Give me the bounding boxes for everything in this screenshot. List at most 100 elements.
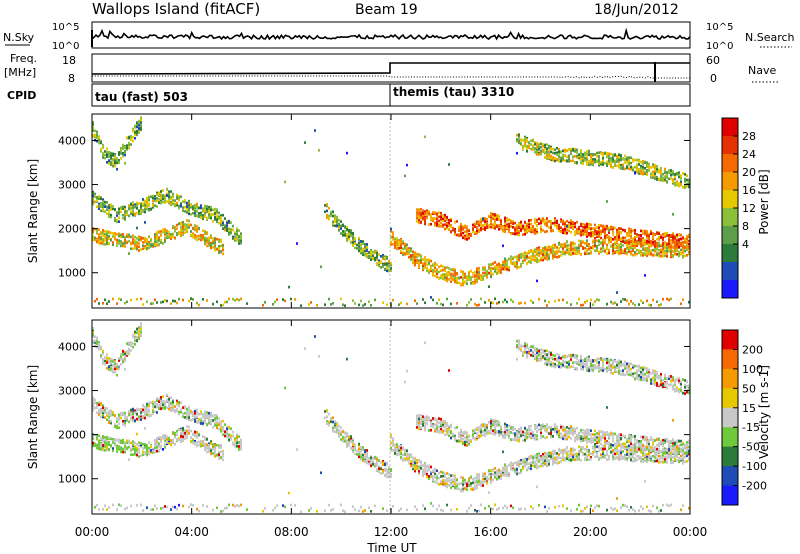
- power-cell: [396, 237, 398, 240]
- power-cell: [590, 162, 592, 166]
- velocity-cell: [96, 338, 98, 341]
- velocity-cell: [136, 339, 138, 343]
- power-cell: [572, 249, 574, 253]
- power-cell: [400, 301, 402, 305]
- power-cell: [376, 258, 378, 261]
- power-cell: [570, 246, 572, 250]
- power-cell: [144, 208, 146, 211]
- power-cell: [634, 165, 636, 169]
- power-cell: [450, 225, 452, 229]
- power-cell: [590, 250, 592, 253]
- power-cell: [560, 230, 562, 233]
- power-cell: [122, 154, 124, 158]
- power-cell: [382, 301, 384, 304]
- power-cell: [512, 300, 514, 303]
- power-cell: [102, 234, 104, 237]
- power-cell: [416, 255, 418, 259]
- range-tick-label: 1000: [58, 267, 86, 280]
- power-cell: [418, 215, 420, 219]
- power-cell: [334, 224, 336, 228]
- power-cell: [132, 213, 134, 217]
- power-cell: [456, 276, 458, 280]
- power-cell: [126, 144, 128, 147]
- power-cell: [546, 147, 548, 150]
- power-cell: [104, 150, 106, 153]
- power-cell: [186, 219, 188, 222]
- power-cell: [584, 152, 586, 155]
- velocity-cell: [128, 420, 130, 424]
- power-cell: [364, 253, 366, 257]
- power-cell: [518, 257, 520, 260]
- power-cell: [596, 232, 598, 235]
- power-cell: [572, 147, 574, 151]
- power-cell: [426, 211, 428, 215]
- power-cell: [170, 202, 172, 205]
- power-cell: [468, 229, 470, 233]
- power-cell: [160, 301, 162, 304]
- power-cell: [92, 121, 94, 124]
- power-cell: [546, 152, 548, 156]
- power-cell: [182, 226, 184, 230]
- power-cell: [124, 210, 126, 214]
- power-cell: [508, 268, 510, 272]
- power-cell: [436, 217, 438, 220]
- power-cell: [352, 241, 354, 244]
- power-cell: [622, 240, 624, 243]
- power-cell: [120, 244, 122, 248]
- power-cell: [524, 220, 526, 224]
- velocity-cell: [138, 448, 140, 451]
- power-cell: [536, 230, 538, 233]
- power-cell: [194, 228, 196, 232]
- velocity-cell: [132, 443, 134, 447]
- power-cell: [600, 230, 602, 234]
- power-cell: [420, 211, 422, 215]
- velocity-cell: [134, 419, 136, 422]
- power-cell: [650, 253, 652, 256]
- power-cell: [92, 129, 94, 132]
- power-cell: [586, 239, 588, 242]
- power-cell: [400, 251, 402, 254]
- power-cell: [578, 226, 580, 229]
- power-cell: [168, 190, 170, 193]
- power-cell: [232, 297, 234, 301]
- power-cell: [404, 247, 406, 250]
- power-cell: [632, 160, 634, 163]
- power-cell: [630, 156, 632, 160]
- power-cell: [162, 200, 164, 204]
- power-cell: [160, 190, 162, 193]
- velocity-cell: [94, 398, 96, 402]
- velocity-cell: [132, 453, 134, 456]
- power-cell: [442, 223, 444, 227]
- velocity-cell: [108, 412, 110, 415]
- power-cell: [534, 254, 536, 258]
- velocity-cell: [122, 413, 124, 416]
- power-cell: [214, 241, 216, 244]
- velocity-cell: [120, 447, 122, 451]
- power-cell: [504, 298, 506, 302]
- power-cell: [410, 256, 412, 260]
- power-cell: [416, 220, 418, 223]
- power-cell: [212, 213, 214, 216]
- power-cell: [630, 167, 632, 170]
- power-cell: [192, 227, 194, 231]
- power-cell: [494, 227, 496, 230]
- power-cell: [346, 151, 348, 155]
- power-cell: [168, 201, 170, 205]
- power-cell: [482, 219, 484, 222]
- velocity-cell: [112, 438, 114, 441]
- power-cell: [672, 178, 674, 181]
- power-cell: [654, 253, 656, 257]
- power-cell: [140, 205, 142, 208]
- power-cell: [588, 163, 590, 167]
- power-cell: [606, 162, 608, 166]
- power-cell: [142, 247, 144, 250]
- power-cell: [142, 303, 144, 306]
- power-cell: [564, 231, 566, 235]
- power-cell: [226, 221, 228, 225]
- power-cell: [106, 208, 108, 211]
- power-cell: [112, 152, 114, 156]
- power-cell: [688, 246, 690, 250]
- power-cell: [670, 239, 672, 242]
- power-cell: [564, 252, 566, 256]
- power-cell: [234, 239, 236, 242]
